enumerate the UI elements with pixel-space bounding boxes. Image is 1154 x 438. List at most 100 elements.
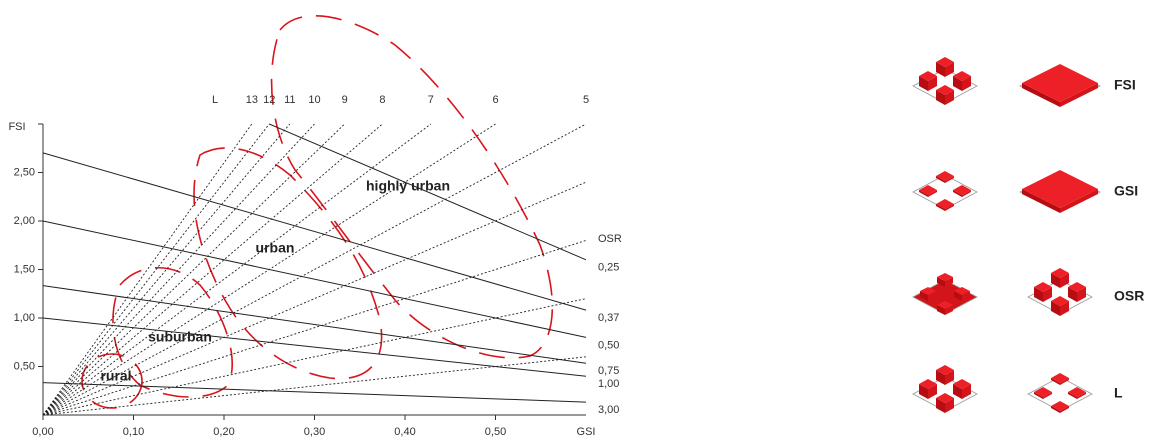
icon-shape [937, 277, 945, 287]
icon-shape [945, 176, 954, 183]
icon-shape [1060, 378, 1069, 385]
icon-shape [919, 379, 937, 389]
icon-shape [937, 301, 953, 309]
y-tick-label: 0,50 [14, 360, 35, 372]
icon-shape [953, 379, 971, 389]
x-tick-label: 0,40 [394, 426, 415, 438]
blob-highly-urban [270, 15, 554, 359]
icon-shape [1051, 378, 1060, 385]
icon-shape [919, 185, 937, 195]
l-line [42, 239, 587, 416]
l-label: 11 [284, 94, 295, 106]
icon-shape [945, 277, 953, 287]
osr-title: OSR [598, 233, 622, 245]
blob-suburban [112, 266, 233, 398]
icon-shape [1022, 189, 1060, 213]
indicator-label: L [1114, 385, 1123, 401]
icon-shape [919, 71, 937, 81]
l-line [42, 123, 383, 416]
icon-shape [1060, 406, 1069, 413]
osr-line [42, 317, 587, 377]
icon-shape [953, 71, 971, 81]
y-tick-label: 1,00 [14, 312, 35, 324]
icon-shape [928, 190, 937, 197]
l-label: 6 [492, 94, 498, 106]
l-line [42, 181, 587, 416]
icon-shape [953, 190, 962, 197]
indicator-icons [912, 57, 1101, 413]
icon-shape [936, 171, 954, 181]
x-tick-label: 0,30 [304, 426, 325, 438]
l-line [42, 123, 270, 416]
icon-shape [945, 305, 953, 315]
icon-shape [1051, 373, 1069, 383]
icon-shape [1068, 387, 1086, 397]
icon-shape [1034, 392, 1043, 399]
x-tick-label: 0,20 [213, 426, 234, 438]
l-label: 7 [428, 94, 434, 106]
y-axis-title: FSI [8, 121, 25, 133]
osr-label: 3,00 [598, 404, 619, 416]
icon-shape [1034, 282, 1052, 292]
osr-label: 0,50 [598, 339, 619, 351]
osr-line [42, 285, 587, 364]
l-line [42, 123, 253, 416]
icon-shape [936, 85, 954, 95]
l-label: 8 [379, 94, 385, 106]
l-line [42, 298, 587, 416]
l-label: 13 [246, 94, 258, 106]
icon-shape [1051, 406, 1060, 413]
indicator-label: FSI [1114, 77, 1136, 93]
l-line [42, 123, 587, 416]
icon-shape [1022, 83, 1060, 107]
osr-label: 0,25 [598, 262, 619, 274]
osr-line [42, 382, 587, 403]
icon-shape [936, 393, 954, 403]
l-label: 9 [342, 94, 348, 106]
icon-shape [936, 365, 954, 375]
icon-shape [1022, 170, 1098, 208]
region-label: rural [100, 368, 131, 384]
region-label: highly urban [366, 178, 450, 194]
l-label: 12 [263, 94, 275, 106]
osr-line [269, 123, 587, 261]
l-label: 5 [583, 94, 589, 106]
osr-line [42, 152, 587, 311]
indicator-label: GSI [1114, 183, 1138, 199]
icon-shape [1077, 392, 1086, 399]
osr-line [42, 220, 587, 338]
region-label: urban [256, 240, 295, 256]
osr-label: 1,00 [598, 378, 619, 390]
icon-shape [936, 57, 954, 67]
icon-shape [1027, 376, 1093, 412]
icon-shape [962, 190, 971, 197]
icon-shape [928, 291, 936, 301]
indicator-label: OSR [1114, 288, 1144, 304]
l-title: L [212, 94, 218, 106]
l-line [42, 123, 291, 416]
y-tick-label: 1,50 [14, 263, 35, 275]
icon-shape [1051, 296, 1069, 306]
icon-shape [1060, 83, 1098, 107]
icon-shape [937, 305, 945, 315]
icon-shape [912, 174, 978, 210]
l-line [42, 123, 345, 416]
blob-urban [193, 147, 383, 380]
icon-shape [1060, 189, 1098, 213]
x-axis-title: GSI [577, 426, 596, 438]
region-label: suburban [148, 329, 212, 345]
icon-shape [1051, 401, 1069, 411]
icon-shape [936, 176, 945, 183]
l-line [42, 356, 587, 416]
icon-shape [962, 291, 970, 301]
x-tick-label: 0,00 [32, 426, 53, 438]
icon-shape [936, 199, 954, 209]
y-tick-label: 2,00 [14, 215, 35, 227]
icon-shape [954, 291, 962, 301]
osr-label: 0,75 [598, 365, 619, 377]
icon-shape [1051, 268, 1069, 278]
l-label: 10 [308, 94, 320, 106]
icon-shape [919, 190, 928, 197]
icon-shape [1068, 282, 1086, 292]
